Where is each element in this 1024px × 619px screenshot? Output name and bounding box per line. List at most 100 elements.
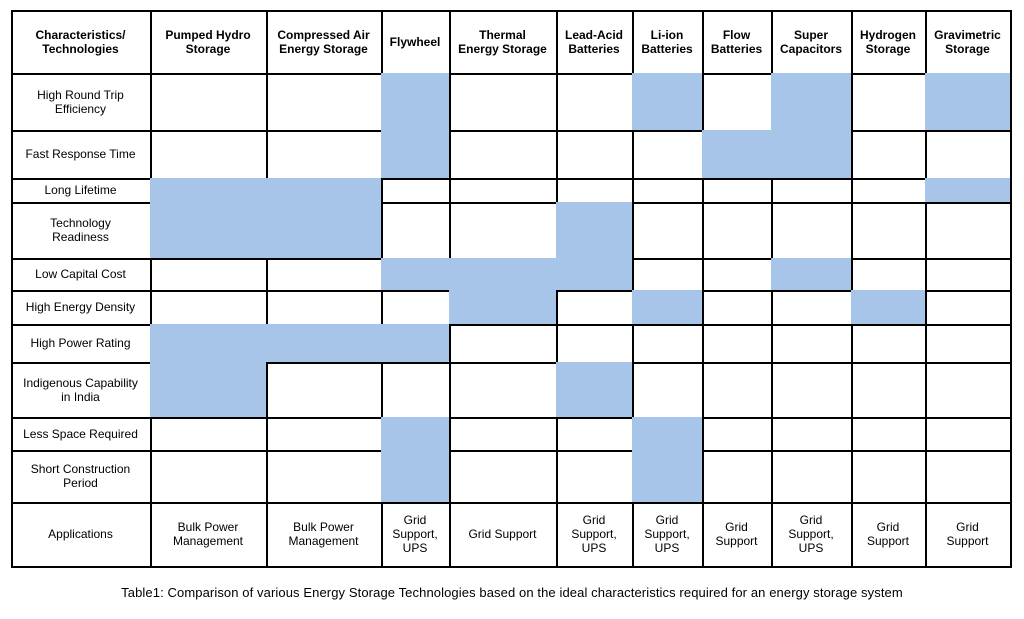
empty-cell bbox=[556, 450, 634, 504]
empty-cell bbox=[851, 130, 927, 180]
highlighted-cell bbox=[702, 130, 773, 180]
highlighted-cell bbox=[771, 258, 853, 292]
highlighted-cell bbox=[632, 450, 704, 504]
highlighted-cell bbox=[381, 417, 451, 452]
empty-cell bbox=[449, 73, 558, 132]
empty-cell bbox=[632, 324, 704, 364]
table-caption: Table1: Comparison of various Energy Sto… bbox=[121, 585, 903, 600]
empty-cell bbox=[266, 450, 383, 504]
highlighted-cell bbox=[150, 362, 268, 419]
empty-cell bbox=[381, 290, 451, 326]
highlighted-cell bbox=[449, 290, 558, 326]
empty-cell bbox=[449, 324, 558, 364]
column-header: Compressed Air Energy Storage bbox=[266, 10, 383, 75]
empty-cell bbox=[925, 362, 1012, 419]
empty-cell bbox=[449, 202, 558, 260]
empty-cell bbox=[851, 178, 927, 204]
column-header: Thermal Energy Storage bbox=[449, 10, 558, 75]
column-header: Gravimetric Storage bbox=[925, 10, 1012, 75]
empty-cell bbox=[449, 362, 558, 419]
empty-cell bbox=[702, 324, 773, 364]
row-label: Fast Response Time bbox=[11, 130, 152, 180]
highlighted-cell bbox=[556, 202, 634, 260]
empty-cell bbox=[851, 258, 927, 292]
application-value: Grid Support, UPS bbox=[771, 502, 853, 568]
highlighted-cell bbox=[771, 73, 853, 132]
empty-cell bbox=[150, 73, 268, 132]
highlighted-cell bbox=[381, 450, 451, 504]
empty-cell bbox=[556, 130, 634, 180]
empty-cell bbox=[771, 178, 853, 204]
row-label: Indigenous Capability in India bbox=[11, 362, 152, 419]
empty-cell bbox=[925, 450, 1012, 504]
empty-cell bbox=[851, 73, 927, 132]
column-header: Flywheel bbox=[381, 10, 451, 75]
highlighted-cell bbox=[925, 178, 1012, 204]
highlighted-cell bbox=[381, 130, 451, 180]
row-label: Long Lifetime bbox=[11, 178, 152, 204]
empty-cell bbox=[266, 258, 383, 292]
column-header: Pumped Hydro Storage bbox=[150, 10, 268, 75]
highlighted-cell bbox=[556, 362, 634, 419]
highlighted-cell bbox=[266, 202, 383, 260]
empty-cell bbox=[150, 130, 268, 180]
empty-cell bbox=[925, 417, 1012, 452]
empty-cell bbox=[702, 450, 773, 504]
empty-cell bbox=[632, 258, 704, 292]
application-value: Grid Support, UPS bbox=[556, 502, 634, 568]
empty-cell bbox=[702, 417, 773, 452]
empty-cell bbox=[702, 73, 773, 132]
empty-cell bbox=[925, 202, 1012, 260]
highlighted-cell bbox=[266, 178, 383, 204]
highlighted-cell bbox=[266, 324, 383, 364]
highlighted-cell bbox=[381, 73, 451, 132]
application-value: Grid Support, UPS bbox=[381, 502, 451, 568]
empty-cell bbox=[150, 258, 268, 292]
row-label: Less Space Required bbox=[11, 417, 152, 452]
highlighted-cell bbox=[632, 73, 704, 132]
header-corner-cell: Characteristics/Technologies bbox=[11, 10, 152, 75]
column-header: Super Capacitors bbox=[771, 10, 853, 75]
empty-cell bbox=[150, 290, 268, 326]
highlighted-cell bbox=[150, 202, 268, 260]
highlighted-cell bbox=[556, 258, 634, 292]
empty-cell bbox=[381, 202, 451, 260]
empty-cell bbox=[925, 324, 1012, 364]
column-header: Li-ion Batteries bbox=[632, 10, 704, 75]
highlighted-cell bbox=[449, 258, 558, 292]
empty-cell bbox=[632, 362, 704, 419]
empty-cell bbox=[702, 258, 773, 292]
column-header: Flow Batteries bbox=[702, 10, 773, 75]
empty-cell bbox=[851, 362, 927, 419]
highlighted-cell bbox=[925, 73, 1012, 132]
highlighted-cell bbox=[632, 290, 704, 326]
application-value: Bulk Power Management bbox=[150, 502, 268, 568]
row-label: Low Capital Cost bbox=[11, 258, 152, 292]
empty-cell bbox=[556, 324, 634, 364]
empty-cell bbox=[851, 417, 927, 452]
empty-cell bbox=[702, 290, 773, 326]
empty-cell bbox=[771, 202, 853, 260]
empty-cell bbox=[381, 362, 451, 419]
applications-label: Applications bbox=[11, 502, 152, 568]
empty-cell bbox=[556, 178, 634, 204]
empty-cell bbox=[632, 130, 704, 180]
empty-cell bbox=[632, 178, 704, 204]
application-value: Grid Support, UPS bbox=[632, 502, 704, 568]
empty-cell bbox=[449, 450, 558, 504]
highlighted-cell bbox=[381, 258, 451, 292]
empty-cell bbox=[266, 362, 383, 419]
empty-cell bbox=[925, 258, 1012, 292]
empty-cell bbox=[266, 417, 383, 452]
empty-cell bbox=[851, 202, 927, 260]
empty-cell bbox=[771, 362, 853, 419]
application-value: Grid Support bbox=[925, 502, 1012, 568]
empty-cell bbox=[851, 450, 927, 504]
highlighted-cell bbox=[381, 324, 451, 364]
empty-cell bbox=[771, 450, 853, 504]
highlighted-cell bbox=[632, 417, 704, 452]
highlighted-cell bbox=[150, 324, 268, 364]
empty-cell bbox=[771, 290, 853, 326]
row-label: High Energy Density bbox=[11, 290, 152, 326]
empty-cell bbox=[381, 178, 451, 204]
